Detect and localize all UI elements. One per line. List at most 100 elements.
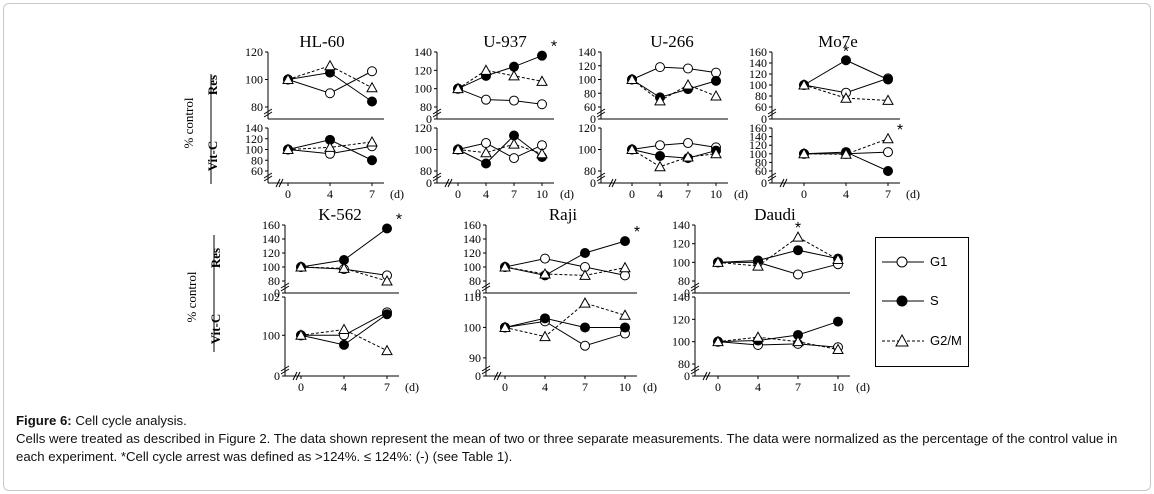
raji-vit-c-g1-point bbox=[580, 340, 590, 351]
u-266-vit-c-s-point bbox=[655, 150, 665, 161]
mo7e-res-title: Mo7e bbox=[818, 32, 858, 51]
hl-60-vit-c-y-tick-label: 60 bbox=[251, 164, 263, 178]
legend-label-s: S bbox=[930, 293, 939, 308]
mo7e-vit-c-x-tick-label: 0 bbox=[801, 187, 807, 201]
u-937-vit-c-s-line bbox=[457, 134, 543, 165]
u-266-vit-c-g1-point bbox=[655, 140, 665, 151]
hl-60-vit-c-s-point bbox=[367, 155, 377, 166]
u-937-vit-c-y-tick-label: 80 bbox=[420, 164, 432, 178]
hl-60-vit-c-g2-m-point bbox=[366, 135, 378, 147]
u-266-res-y-tick-label: 120 bbox=[578, 59, 596, 73]
hl-60-vit-c-y-tick-label: 80 bbox=[251, 153, 263, 167]
k-562-vit-c-x-unit-label: (d) bbox=[405, 380, 419, 394]
raji-res-g2-m-point bbox=[539, 267, 551, 279]
figure-caption: Figure 6: Cell cycle analysis. Cells wer… bbox=[16, 412, 1141, 466]
u-266-res-g2-m-point bbox=[654, 94, 666, 106]
u-937-res-panel: 080 100 120 140 U-937 * bbox=[414, 32, 557, 126]
k-562-res-g2-m-point bbox=[295, 260, 307, 272]
k-562-vit-c-axis-break-icon bbox=[280, 365, 290, 375]
raji-vit-c-g2-m-point bbox=[539, 330, 551, 342]
daudi-res-g2-m-line bbox=[717, 236, 839, 267]
hl-60-res-g2-m-point bbox=[366, 81, 378, 93]
u-937-vit-c-g1-line bbox=[457, 142, 543, 159]
raji-vit-c-s-line bbox=[504, 317, 625, 328]
u-266-vit-c-axis-break-icon bbox=[596, 172, 606, 182]
daudi-res-panel: 080 100 120 140 Daudi* bbox=[672, 205, 850, 300]
figure-title: Cell cycle analysis. bbox=[75, 413, 187, 428]
daudi-vit-c-g2-m-line bbox=[717, 336, 839, 350]
mo7e-vit-c-x-tick-label: 4 bbox=[843, 187, 849, 201]
k-562-vit-c-g2-m-line bbox=[300, 329, 388, 352]
u-266-res-axis-break-icon bbox=[596, 108, 606, 118]
mo7e-vit-c-asterisk-annotation: * bbox=[897, 122, 903, 139]
daudi-res-g1-line bbox=[718, 261, 839, 275]
raji-vit-c-y-tick-label: 100 bbox=[463, 320, 481, 334]
mo7e-vit-c-y-tick-label: 60 bbox=[755, 164, 767, 178]
hl-60-res-g2-m-line bbox=[287, 65, 373, 89]
daudi-vit-c-y-tick-label: 80 bbox=[678, 357, 690, 371]
u-937-vit-c-x-tick-label: 7 bbox=[511, 187, 517, 201]
hl-60-vit-c-x-tick-label: 4 bbox=[327, 187, 333, 201]
u-937-res-g1-point bbox=[509, 95, 519, 106]
u-266-res-y-tick-label: 80 bbox=[584, 86, 596, 100]
raji-res-g1-point bbox=[540, 253, 550, 264]
u-266-res-g2-m-point bbox=[626, 73, 638, 84]
hl-60-vit-c-g2-m-point bbox=[282, 143, 294, 154]
u-266-vit-c-g1-line bbox=[631, 142, 717, 150]
u-937-res-title: U-937 bbox=[483, 32, 527, 51]
mo7e-vit-c-y-tick-label: 120 bbox=[749, 138, 767, 152]
u-266-res-s-line bbox=[631, 79, 717, 98]
mo7e-res-y-tick-label: 140 bbox=[749, 56, 767, 70]
hl-60-res-panel: 80 100 120 HL-60 bbox=[245, 32, 384, 120]
daudi-res-asterisk-annotation: * bbox=[795, 220, 801, 237]
k-562-vit-c-g2-m-point bbox=[381, 344, 393, 356]
daudi-res-y-tick-label: 0 bbox=[684, 286, 690, 300]
mo7e-vit-c-y-tick-label: 140 bbox=[749, 130, 767, 144]
daudi-vit-c-x-break-icon bbox=[702, 371, 711, 381]
mo7e-vit-c-x-unit-label: (d) bbox=[906, 187, 920, 201]
u-266-res-title: U-266 bbox=[650, 32, 693, 51]
daudi-vit-c-g2-m-point bbox=[792, 335, 804, 347]
u-266-vit-c-g2-m-point bbox=[654, 160, 666, 172]
u-937-res-y-tick-label: 140 bbox=[414, 45, 432, 59]
mo7e-res-g2-m-line bbox=[803, 84, 889, 101]
u-266-vit-c-s-line bbox=[631, 149, 717, 159]
k-562-res-y-tick-label: 0 bbox=[274, 286, 280, 300]
u-266-vit-c-g2-m-point bbox=[682, 150, 694, 162]
raji-res-axis-break-icon bbox=[481, 282, 491, 292]
row-label-res-top: Res bbox=[205, 75, 220, 95]
raji-res-g2-m-line bbox=[504, 266, 626, 276]
raji-vit-c-g1-line bbox=[504, 320, 626, 347]
raji-res-y-tick-label: 140 bbox=[463, 232, 481, 246]
u-266-res-y-tick-label: 60 bbox=[584, 100, 596, 114]
u-266-vit-c-g2-m-line bbox=[631, 149, 717, 168]
u-266-vit-c-y-tick-label: 0 bbox=[590, 176, 596, 190]
u-266-vit-c-g2-m-point bbox=[626, 143, 638, 154]
k-562-vit-c-x-tick-label: 7 bbox=[384, 380, 390, 394]
u-937-vit-c-g2-m-point bbox=[480, 146, 492, 158]
hl-60-vit-c-x-tick-label: 7 bbox=[369, 187, 375, 201]
daudi-res-y-tick-label: 80 bbox=[678, 274, 690, 288]
mo7e-res-y-tick-label: 60 bbox=[755, 100, 767, 114]
mo7e-res-asterisk-annotation: * bbox=[843, 43, 849, 60]
daudi-vit-c-y-tick-label: 120 bbox=[672, 312, 690, 326]
daudi-res-s-line bbox=[717, 249, 839, 263]
daudi-vit-c-x-unit-label: (d) bbox=[856, 380, 870, 394]
u-937-vit-c-s-point bbox=[481, 158, 491, 169]
u-937-res-g2-m-line bbox=[457, 69, 543, 90]
mo7e-res-g2-m-point bbox=[882, 94, 894, 105]
daudi-vit-c-g2-m-point bbox=[832, 343, 844, 354]
raji-vit-c-panel: 0 90 100 110 0 4 7 10 (d) bbox=[463, 290, 657, 394]
raji-vit-c-y-tick-label: 90 bbox=[469, 351, 481, 365]
u-937-vit-c-g2-m-point bbox=[508, 138, 520, 149]
y-axis-label-bottom: % control bbox=[184, 271, 199, 322]
daudi-res-g2-m-point bbox=[712, 256, 724, 267]
raji-vit-c-x-break-icon bbox=[493, 371, 502, 381]
u-937-vit-c-x-break-icon bbox=[444, 178, 453, 188]
u-937-res-g1-line bbox=[457, 88, 543, 105]
